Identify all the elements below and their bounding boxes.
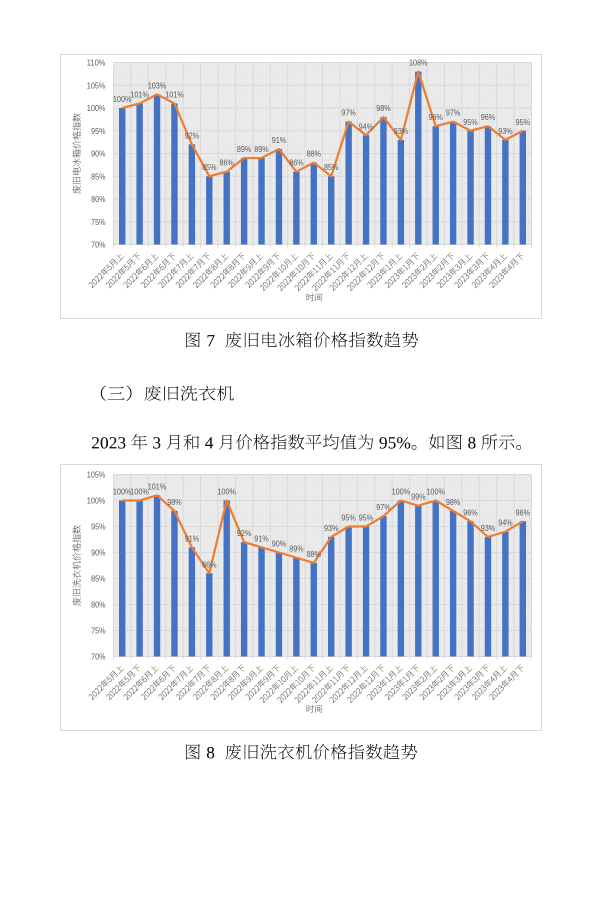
- svg-text:91%: 91%: [254, 533, 269, 543]
- svg-text:96%: 96%: [429, 112, 444, 122]
- svg-text:96%: 96%: [481, 112, 496, 122]
- svg-text:80%: 80%: [91, 600, 106, 610]
- svg-text:95%: 95%: [91, 522, 106, 532]
- svg-text:89%: 89%: [289, 544, 304, 554]
- svg-text:93%: 93%: [498, 126, 513, 136]
- svg-text:100%: 100%: [392, 487, 411, 497]
- svg-text:70%: 70%: [91, 240, 106, 250]
- svg-text:85%: 85%: [91, 171, 106, 181]
- svg-text:98%: 98%: [376, 103, 391, 113]
- svg-text:86%: 86%: [289, 158, 304, 168]
- svg-text:91%: 91%: [272, 135, 287, 145]
- svg-text:85%: 85%: [324, 162, 339, 172]
- svg-text:95%: 95%: [463, 117, 478, 127]
- svg-text:80%: 80%: [91, 194, 106, 204]
- svg-text:86%: 86%: [220, 158, 235, 168]
- svg-text:75%: 75%: [91, 626, 106, 636]
- svg-text:100%: 100%: [130, 487, 149, 497]
- svg-text:100%: 100%: [87, 103, 106, 113]
- svg-text:95%: 95%: [91, 126, 106, 136]
- svg-text:95%: 95%: [341, 513, 356, 523]
- svg-text:75%: 75%: [91, 217, 106, 227]
- svg-text:97%: 97%: [341, 108, 356, 118]
- svg-text:100%: 100%: [113, 94, 132, 104]
- svg-text:94%: 94%: [498, 518, 513, 528]
- svg-text:101%: 101%: [148, 481, 167, 491]
- svg-text:86%: 86%: [202, 559, 217, 569]
- svg-text:101%: 101%: [130, 89, 149, 99]
- svg-text:88%: 88%: [307, 549, 322, 559]
- svg-text:105%: 105%: [87, 80, 106, 90]
- svg-text:110%: 110%: [87, 58, 106, 68]
- svg-text:96%: 96%: [516, 507, 531, 517]
- svg-text:105%: 105%: [87, 470, 106, 480]
- svg-text:70%: 70%: [91, 652, 106, 662]
- svg-text:96%: 96%: [463, 507, 478, 517]
- svg-text:95%: 95%: [516, 117, 531, 127]
- svg-text:93%: 93%: [324, 523, 339, 533]
- svg-text:97%: 97%: [376, 502, 391, 512]
- svg-text:89%: 89%: [254, 144, 269, 154]
- svg-text:100%: 100%: [113, 487, 132, 497]
- svg-text:85%: 85%: [91, 574, 106, 584]
- svg-text:99%: 99%: [411, 492, 426, 502]
- svg-text:94%: 94%: [359, 121, 374, 131]
- svg-text:89%: 89%: [237, 144, 252, 154]
- svg-text:91%: 91%: [185, 533, 200, 543]
- svg-text:93%: 93%: [481, 523, 496, 533]
- svg-text:90%: 90%: [272, 539, 287, 549]
- svg-text:90%: 90%: [91, 548, 106, 558]
- svg-text:85%: 85%: [202, 162, 217, 172]
- svg-text:97%: 97%: [446, 108, 461, 118]
- svg-text:100%: 100%: [217, 487, 236, 497]
- svg-text:108%: 108%: [409, 58, 428, 68]
- svg-text:92%: 92%: [237, 528, 252, 538]
- svg-text:98%: 98%: [167, 497, 182, 507]
- svg-text:100%: 100%: [426, 487, 445, 497]
- svg-text:93%: 93%: [394, 126, 409, 136]
- svg-text:101%: 101%: [165, 89, 184, 99]
- svg-text:98%: 98%: [446, 497, 461, 507]
- svg-text:95%: 95%: [359, 513, 374, 523]
- svg-text:88%: 88%: [307, 149, 322, 159]
- svg-text:100%: 100%: [87, 496, 106, 506]
- svg-text:92%: 92%: [185, 130, 200, 140]
- svg-text:103%: 103%: [148, 80, 167, 90]
- svg-text:90%: 90%: [91, 149, 106, 159]
